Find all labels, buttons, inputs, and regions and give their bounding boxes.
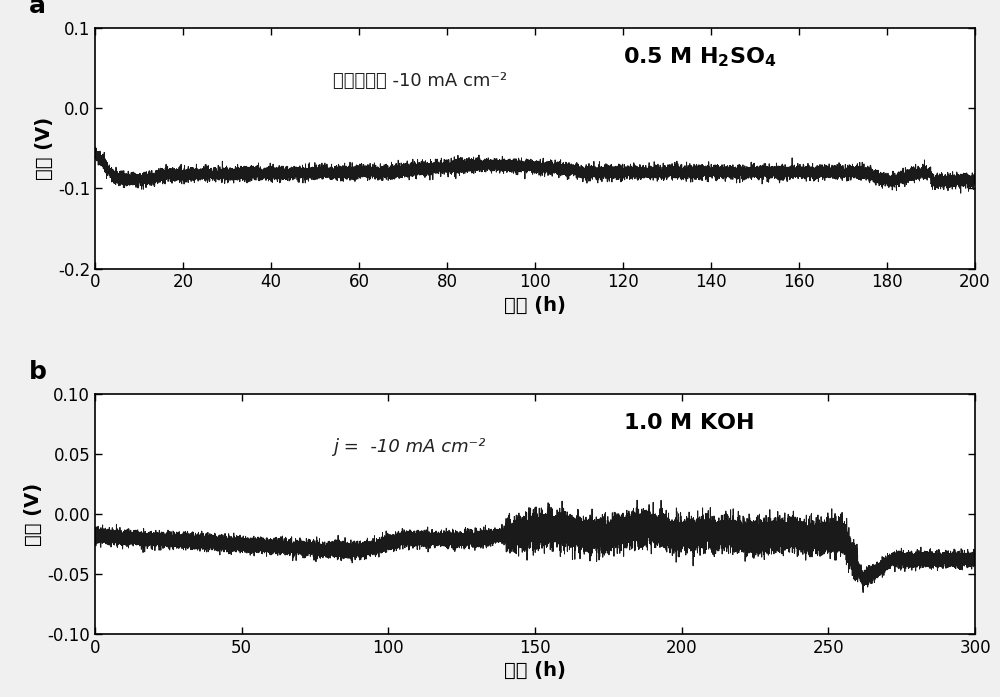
Text: j =  -10 mA cm⁻²: j = -10 mA cm⁻² xyxy=(333,438,485,456)
Text: b: b xyxy=(29,360,47,384)
Y-axis label: 电压 (V): 电压 (V) xyxy=(35,116,54,180)
X-axis label: 时间 (h): 时间 (h) xyxy=(504,296,566,314)
Text: 电流密度为 -10 mA cm⁻²: 电流密度为 -10 mA cm⁻² xyxy=(333,72,507,90)
X-axis label: 时间 (h): 时间 (h) xyxy=(504,661,566,680)
Y-axis label: 电压 (V): 电压 (V) xyxy=(24,482,43,546)
Text: $\mathbf{1.0\ M\ KOH}$: $\mathbf{1.0\ M\ KOH}$ xyxy=(623,413,754,433)
Text: $\mathbf{0.5\ M\ H_2SO_4}$: $\mathbf{0.5\ M\ H_2SO_4}$ xyxy=(623,45,777,68)
Text: a: a xyxy=(29,0,46,18)
